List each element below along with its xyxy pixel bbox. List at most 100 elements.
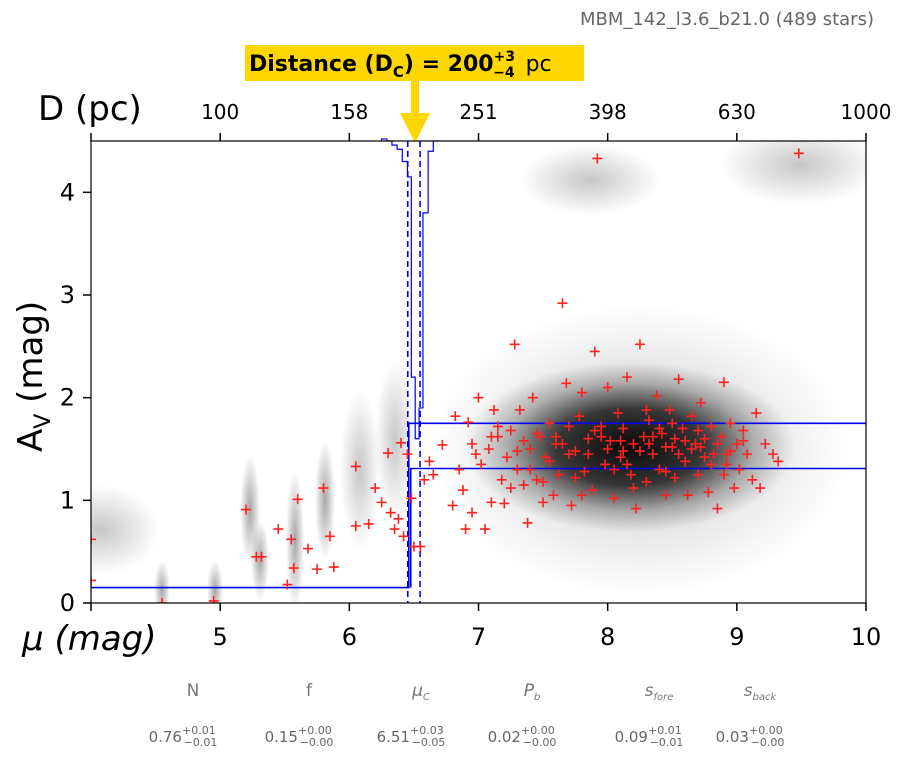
star-point <box>686 411 697 422</box>
star-point <box>669 472 680 483</box>
star-point <box>718 469 729 480</box>
star-point <box>538 497 549 508</box>
star-point <box>716 431 727 442</box>
star-point <box>654 464 665 475</box>
star-point <box>566 500 577 511</box>
star-point <box>706 421 716 432</box>
star-point <box>557 298 568 309</box>
star-point <box>288 563 299 574</box>
star-point <box>592 153 603 164</box>
star-point <box>738 435 749 446</box>
model-upper-line <box>91 422 866 589</box>
star-point <box>690 438 701 449</box>
star-point <box>600 459 611 470</box>
star-point <box>680 456 691 467</box>
x-tick-label: 7 <box>471 623 486 651</box>
star-point <box>551 431 561 442</box>
star-point <box>518 435 529 446</box>
star-point <box>574 411 585 422</box>
param-name: sback <box>744 681 778 703</box>
star-point <box>467 507 478 518</box>
x2-tick-label: 398 <box>589 100 627 124</box>
star-point <box>631 503 642 514</box>
star-point <box>512 464 523 475</box>
star-point <box>489 404 499 415</box>
star-point <box>644 438 654 449</box>
star-point <box>428 469 439 480</box>
x2-axis-label: D (pc) <box>38 89 142 129</box>
x2-tick-label: 630 <box>718 100 756 124</box>
star-point <box>467 438 478 449</box>
star-point <box>385 507 396 518</box>
star-point <box>680 435 691 446</box>
star-point <box>644 415 654 426</box>
star-point <box>525 464 536 475</box>
star-point <box>596 431 607 442</box>
star-point <box>350 461 361 472</box>
density-background <box>91 141 866 603</box>
star-point <box>450 411 461 422</box>
star-point <box>583 449 594 460</box>
star-point <box>602 444 613 454</box>
star-point <box>747 474 758 485</box>
star-point <box>476 459 487 470</box>
star-point <box>486 431 497 442</box>
star-point <box>793 148 804 159</box>
star-point <box>609 493 620 504</box>
y-axis-label: AV (mag) <box>11 301 56 452</box>
star-point <box>509 339 520 350</box>
star-point <box>654 423 665 434</box>
star-point <box>479 524 490 535</box>
x2-tick-label: 1000 <box>841 100 892 124</box>
star-point <box>454 464 465 475</box>
star-point <box>656 428 667 439</box>
star-point <box>415 541 426 552</box>
model-lines <box>91 138 866 603</box>
star-point <box>473 392 484 403</box>
star-point <box>660 441 671 452</box>
star-point <box>695 397 706 408</box>
star-point <box>618 423 629 434</box>
star-point <box>157 598 168 603</box>
star-point <box>370 483 381 494</box>
star-point <box>350 521 361 531</box>
star-point <box>531 474 542 485</box>
x-axis-label: μ (mag) <box>21 619 157 659</box>
star-point <box>419 474 430 485</box>
star-point <box>583 433 594 444</box>
star-point <box>605 435 616 446</box>
star-point <box>496 474 507 485</box>
star-point <box>563 421 574 432</box>
star-point <box>522 517 533 528</box>
param-value: 0.09+0.01 −0.01 <box>615 724 684 749</box>
star-point <box>693 425 704 436</box>
star-point <box>725 418 736 429</box>
star-point <box>383 448 394 459</box>
star-point <box>406 493 417 504</box>
star-point <box>91 534 96 545</box>
star-point <box>703 487 714 498</box>
star-point <box>695 441 706 452</box>
star-point <box>538 476 549 487</box>
star-point <box>486 497 497 508</box>
star-point <box>576 387 587 398</box>
star-point <box>751 408 762 419</box>
star-point <box>651 390 662 401</box>
star-point <box>738 425 749 436</box>
star-point <box>518 479 529 490</box>
star-point <box>463 417 474 428</box>
star-point <box>682 490 693 501</box>
star-point <box>634 446 645 457</box>
star-point <box>760 438 771 449</box>
star-point <box>647 449 658 460</box>
x-tick-label: 8 <box>600 623 615 651</box>
star-point <box>570 446 581 457</box>
star-point <box>282 579 293 590</box>
x-tick-label: 9 <box>729 623 744 651</box>
star-point <box>755 483 766 494</box>
distance-arrow-head <box>400 113 430 143</box>
star-point <box>576 490 587 501</box>
star-point <box>527 392 538 403</box>
x-tick-label: 5 <box>213 623 228 651</box>
star-point <box>729 483 740 494</box>
